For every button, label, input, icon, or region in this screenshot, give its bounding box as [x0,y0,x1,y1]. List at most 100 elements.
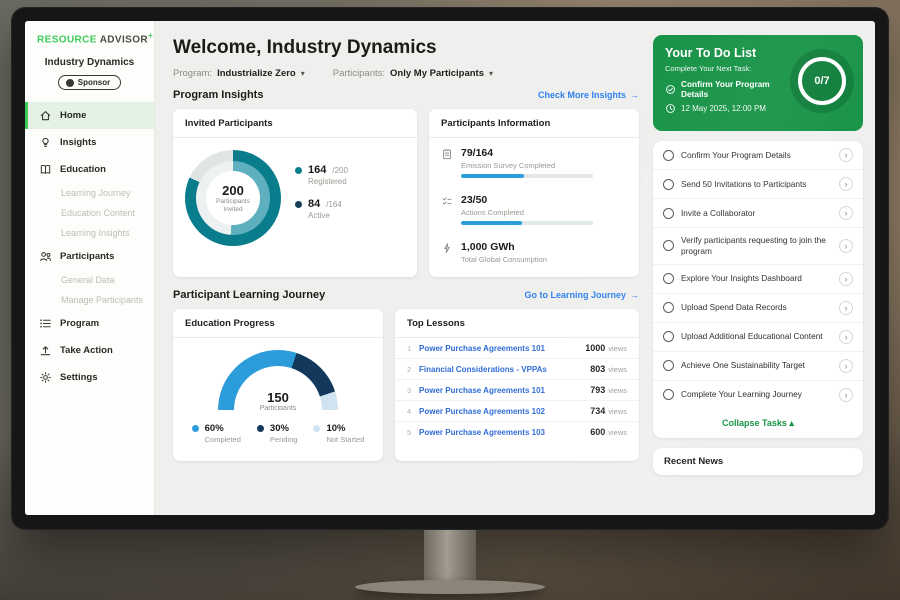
task-checkbox[interactable] [663,360,674,372]
arrow-right-icon: → [630,290,639,300]
recent-news-title: Recent News [664,455,724,467]
task-row: Confirm Your Program Details › [653,141,863,170]
lesson-views-label: views [608,406,627,416]
collapse-caret-icon: ▴ [789,417,794,428]
task-checkbox[interactable] [663,389,674,401]
sidebar-item-label: Education [60,164,106,176]
collapse-tasks-button[interactable]: Collapse Tasks ▴ [653,409,863,438]
todo-task-list: Confirm Your Program Details › Send 50 I… [653,141,863,438]
lesson-views-label: views [608,427,627,437]
chevron-right-icon[interactable]: › [839,387,853,402]
lesson-title-link[interactable]: Financial Considerations - VPPAs [419,364,547,374]
sidebar-item-manage-participants[interactable]: Manage Participants [25,290,154,310]
sidebar-item-label: Program [60,318,100,330]
sponsor-badge: Sponsor [57,75,122,91]
task-checkbox[interactable] [663,273,674,285]
task-checkbox[interactable] [663,178,674,190]
lesson-title-link[interactable]: Power Purchase Agreements 101 [419,343,545,353]
lesson-rank: 1 [407,343,412,353]
chevron-down-icon: ▾ [300,69,305,78]
sidebar-item-take-action[interactable]: Take Action [25,337,154,364]
legend-dot [191,425,199,432]
task-label: Upload Additional Educational Content [681,331,823,342]
sidebar: RESOURCE ADVISOR+ Industry Dynamics Spon… [25,21,155,515]
invited-participants-card: Invited Participants 200 Participants In… [173,109,417,277]
lesson-views: 600 [590,427,606,437]
todo-panel: Your To Do List Complete Your Next Task:… [653,21,875,515]
legend-value: 60% [204,423,224,434]
task-label: Achieve One Sustainability Target [681,360,805,371]
chevron-right-icon[interactable]: › [839,358,853,373]
task-row: Verify participants requesting to join t… [653,228,863,265]
lesson-views: 1000 [585,343,606,353]
program-select[interactable]: Program: Industrialize Zero ▾ [173,68,305,79]
card-title: Invited Participants [173,109,417,138]
task-row: Complete Your Learning Journey › [653,381,863,409]
sidebar-item-settings[interactable]: Settings [25,364,154,391]
task-checkbox[interactable] [663,149,674,161]
sidebar-item-general-data[interactable]: General Data [25,270,154,290]
sidebar-item-insights[interactable]: Insights [25,129,154,156]
lesson-views-label: views [608,364,627,374]
task-label: Invite a Collaborator [681,207,756,218]
link-label: Check More Insights [537,90,626,100]
chevron-right-icon[interactable]: › [839,148,853,162]
lesson-rank: 3 [407,385,412,395]
participants-select[interactable]: Participants: Only My Participants ▾ [333,68,493,79]
filter-bar: Program: Industrialize Zero ▾ Participan… [173,68,639,79]
task-checkbox[interactable] [663,302,674,314]
clock-icon [665,103,676,114]
legend-item: 164 /200 Registered [295,164,348,186]
lesson-row: 1 Power Purchase Agreements 101 1000 vie… [395,338,639,359]
legend-value: 164 [308,164,327,176]
stat-label: Actions Completed [461,208,524,217]
todo-next-task-time-label: 12 May 2025, 12:00 PM [681,104,766,113]
chevron-right-icon[interactable]: › [839,177,853,191]
energy-icon [441,242,453,254]
sidebar-item-learning-journey[interactable]: Learning Journey [25,183,154,203]
task-row: Send 50 Invitations to Participants › [653,170,863,199]
program-icon [39,317,52,330]
program-select-value: Industrialize Zero [217,68,296,79]
chevron-right-icon[interactable]: › [839,329,853,344]
todo-summary-card: Your To Do List Complete Your Next Task:… [653,35,863,131]
lesson-views: 803 [590,364,606,374]
brand-secondary: ADVISOR [99,34,149,46]
stat-row: 79/164 Emission Survey Completed [429,138,639,185]
education-progress-gauge-chart: 150 Participants [218,350,338,410]
lesson-title-link[interactable]: Power Purchase Agreements 103 [419,427,545,437]
card-title: Participants Information [429,109,639,138]
recent-news-header[interactable]: Recent News [653,447,863,475]
chevron-right-icon[interactable]: › [839,271,853,286]
monitor-stand-base [355,580,545,594]
legend-value: 10% [326,423,346,434]
collapse-tasks-label: Collapse Tasks [722,417,787,428]
lesson-row: 2 Financial Considerations - VPPAs 803 v… [395,359,639,380]
lesson-views-label: views [608,343,627,353]
legend-label: Not Started [326,435,365,444]
task-checkbox[interactable] [663,240,674,252]
chevron-right-icon[interactable]: › [839,238,853,253]
donut-legend: 164 /200 Registered 84 /164 [295,164,348,232]
chevron-right-icon[interactable]: › [839,206,853,220]
check-more-insights-link[interactable]: Check More Insights → [538,90,639,100]
sidebar-item-education-content[interactable]: Education Content [25,203,154,223]
chevron-right-icon[interactable]: › [839,300,853,315]
insights-icon [39,136,52,149]
sidebar-item-participants[interactable]: Participants [25,243,154,270]
task-checkbox[interactable] [663,207,674,219]
legend-label: Pending [269,435,298,444]
go-to-learning-journey-link[interactable]: Go to Learning Journey → [524,290,639,300]
lesson-title-link[interactable]: Power Purchase Agreements 102 [419,406,545,416]
sidebar-item-home[interactable]: Home [25,102,154,130]
sidebar-item-education[interactable]: Education [25,156,154,183]
sidebar-item-label: Home [60,110,87,122]
stat-label: Total Global Consumption [461,255,547,264]
task-checkbox[interactable] [663,331,674,343]
settings-icon [39,371,52,384]
sidebar-item-learning-insights[interactable]: Learning Insights [25,223,154,243]
sidebar-item-program[interactable]: Program [25,310,154,337]
dashboard-screen: RESOURCE ADVISOR+ Industry Dynamics Spon… [25,21,875,515]
lesson-title-link[interactable]: Power Purchase Agreements 101 [419,385,545,395]
brand-primary: RESOURCE [37,34,97,46]
